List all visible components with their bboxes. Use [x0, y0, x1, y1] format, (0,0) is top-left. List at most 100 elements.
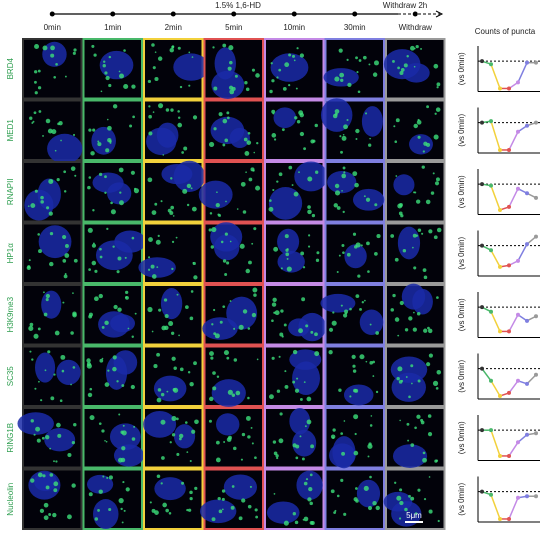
punctum [354, 432, 357, 436]
punctum [45, 118, 51, 124]
punctum [211, 226, 217, 233]
punctum [231, 393, 236, 397]
punctum [86, 358, 91, 363]
punctum [171, 45, 175, 49]
punctum [38, 249, 42, 254]
punctum [60, 354, 66, 360]
micrograph [203, 407, 264, 469]
punctum [27, 205, 30, 208]
punctum [119, 200, 124, 206]
punctum [353, 245, 358, 249]
punctum [341, 135, 347, 141]
punctum [286, 257, 289, 260]
row-label: SC35 [6, 366, 15, 387]
micrograph [264, 99, 325, 161]
punctum [153, 364, 158, 369]
punctum [67, 514, 72, 520]
punctum [247, 504, 252, 509]
punctum [156, 266, 159, 269]
punctum [178, 334, 180, 337]
punctum [45, 485, 50, 490]
punctum [416, 311, 421, 316]
nucleus [161, 163, 193, 185]
punctum [70, 166, 76, 171]
punctum [311, 213, 316, 218]
punctum [94, 517, 99, 521]
punctum [314, 332, 318, 337]
punctum [151, 508, 156, 513]
punctum [170, 108, 174, 112]
data-point [498, 86, 502, 91]
punctum [242, 309, 248, 314]
punctum [88, 492, 93, 497]
punctum [417, 135, 421, 139]
punctum [160, 482, 163, 485]
punctum [31, 122, 34, 124]
punctum [34, 80, 37, 84]
punctum [37, 233, 40, 236]
punctum [352, 364, 356, 368]
punctum [213, 308, 216, 312]
punctum [49, 473, 54, 477]
punctum [211, 323, 214, 326]
segment [490, 429, 501, 457]
punctum [60, 139, 62, 142]
punctum [369, 475, 372, 479]
punctum [48, 513, 52, 516]
nucleus [202, 317, 238, 340]
punctum [396, 376, 400, 381]
punctum [376, 234, 381, 239]
data-point [516, 440, 520, 445]
punctum [123, 509, 126, 512]
punctum [365, 197, 371, 202]
punctum [390, 234, 395, 238]
punctum [132, 115, 135, 119]
punctum [230, 505, 235, 510]
punctum [34, 387, 37, 390]
punctum [270, 62, 273, 65]
data-point [507, 204, 511, 209]
punctum [355, 128, 360, 134]
data-point [489, 378, 493, 383]
punctum [57, 433, 62, 438]
punctum [222, 43, 227, 48]
punctum [362, 55, 367, 60]
punctum [63, 190, 67, 193]
punctum [420, 420, 425, 425]
punctum [28, 325, 34, 331]
punctum [413, 266, 417, 270]
punctum [422, 451, 426, 455]
nucleus [210, 116, 245, 145]
punctum [72, 51, 76, 55]
nucleus [211, 70, 245, 99]
segment [517, 62, 528, 83]
punctum [369, 323, 372, 326]
punctum [215, 457, 221, 463]
punctum [62, 259, 67, 263]
punctum [117, 256, 122, 261]
punctum [244, 81, 248, 85]
punctum [256, 358, 259, 361]
punctum [315, 170, 319, 174]
nucleus [47, 133, 83, 164]
nucleus [34, 352, 56, 383]
punctum [372, 360, 375, 364]
punctum [112, 104, 118, 109]
punctum [53, 488, 58, 493]
punctum [352, 232, 357, 236]
nucleus [392, 444, 428, 468]
nucleus [226, 296, 258, 330]
data-point [498, 147, 502, 152]
punctum [40, 195, 44, 200]
punctum [273, 451, 278, 456]
nucleus [277, 250, 305, 273]
punctum [433, 235, 438, 240]
nucleus [356, 479, 381, 508]
nucleus [160, 288, 183, 320]
punctum [189, 490, 193, 495]
nucleus [154, 477, 186, 501]
punctum [336, 494, 340, 498]
punctum [161, 456, 165, 460]
punctum [45, 298, 49, 302]
punctum [295, 456, 299, 460]
